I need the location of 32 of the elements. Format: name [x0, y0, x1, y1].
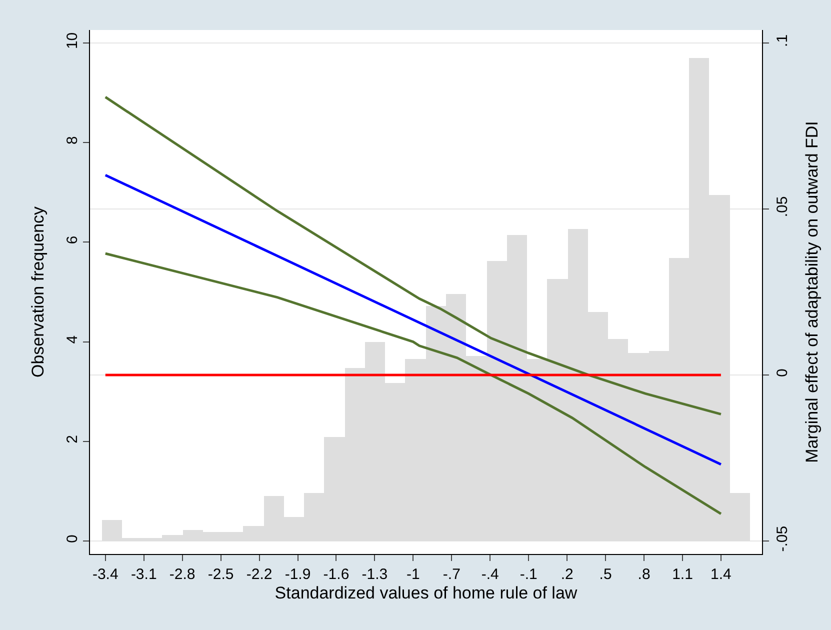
- x-tick-label: .8: [638, 566, 650, 583]
- y-tick-label: 0: [64, 534, 81, 543]
- x-tick-label: 1.4: [710, 566, 732, 583]
- x-tick-label: 1.1: [672, 566, 693, 583]
- line-series: [104, 96, 722, 416]
- x-axis-title: Standardized values of home rule of law: [274, 583, 578, 602]
- y2-tick-label: .05: [774, 196, 791, 218]
- x-tick-label: -.4: [481, 566, 499, 583]
- y-axis-title: Observation frequency: [28, 206, 48, 378]
- y2-axis-title: Marginal effect of adaptability on outward FDI: [802, 121, 822, 463]
- x-tick-label: -1.9: [284, 566, 311, 583]
- x-tick-label: -1.3: [362, 566, 388, 583]
- x-tick-label: -1.6: [323, 566, 350, 583]
- y-tick-label: 10: [64, 32, 81, 50]
- y2-tick-label: .1: [774, 34, 791, 47]
- x-tick-label: -2.5: [208, 566, 234, 583]
- x-tick-label: .5: [599, 566, 612, 583]
- line-series: [104, 252, 722, 516]
- x-tick-label: -2.2: [246, 566, 272, 583]
- x-tick-label: -.7: [442, 566, 460, 583]
- y2-tick-label: 0: [774, 368, 791, 377]
- x-tick-label: -3.1: [130, 566, 157, 583]
- y-tick-label: 4: [64, 335, 81, 344]
- y-tick-label: 8: [64, 136, 81, 144]
- x-tick-label: -.1: [520, 566, 538, 583]
- y2-tick-label: -.05: [774, 526, 791, 552]
- x-tick-label: .2: [560, 566, 574, 583]
- x-tick-label: -1: [406, 566, 420, 583]
- x-tick-label: -3.4: [92, 566, 118, 583]
- x-tick-label: -2.8: [169, 566, 196, 583]
- y-tick-label: 6: [64, 236, 81, 244]
- y-tick-label: 2: [64, 435, 81, 444]
